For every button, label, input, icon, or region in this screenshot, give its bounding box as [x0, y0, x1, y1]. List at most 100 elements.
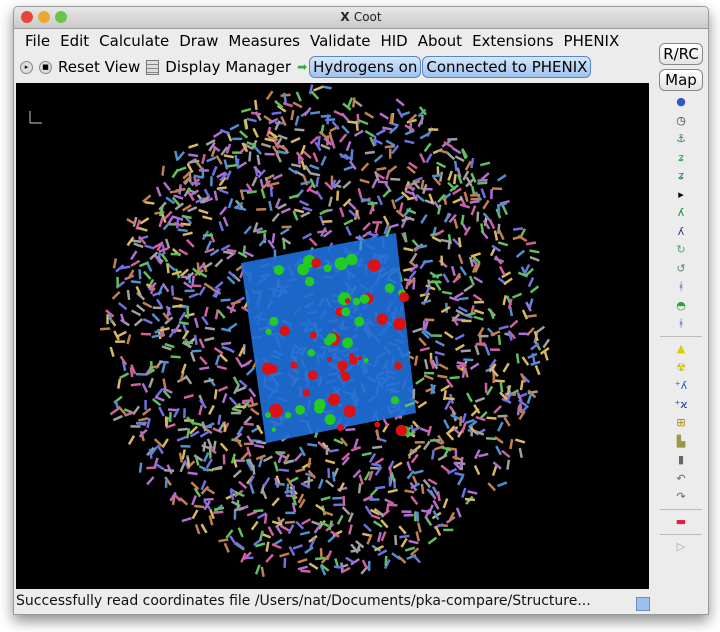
close-button[interactable] — [21, 11, 33, 23]
minimize-button[interactable] — [38, 11, 50, 23]
clock-icon[interactable]: ◷ — [676, 113, 686, 127]
bond — [487, 482, 496, 492]
radiation-icon[interactable]: ☢ — [676, 360, 686, 374]
stop-icon[interactable]: ■ — [39, 60, 52, 74]
menu-measures[interactable]: Measures — [228, 32, 300, 50]
torsion-icon[interactable]: ↺ — [676, 261, 686, 275]
bond — [497, 481, 508, 488]
molecule-view[interactable] — [16, 83, 649, 589]
redo-icon[interactable]: ↷ — [676, 490, 686, 503]
trash-icon[interactable]: ▮ — [677, 453, 685, 466]
bond — [142, 194, 152, 203]
bond — [226, 275, 236, 285]
phenix-status-button[interactable]: Connected to PHENIX — [422, 56, 592, 78]
bond — [137, 226, 148, 232]
bond — [358, 474, 364, 485]
bond — [225, 529, 234, 539]
bond — [198, 208, 209, 215]
bond — [491, 244, 502, 253]
bond — [143, 270, 152, 280]
bond — [461, 412, 467, 424]
bond — [253, 509, 264, 513]
bond — [142, 301, 153, 309]
bond — [160, 326, 165, 338]
rrc-button[interactable]: R/RC — [659, 43, 703, 65]
stamp-icon[interactable]: ▙ — [676, 434, 686, 448]
bond — [276, 203, 287, 210]
rigid-body-icon[interactable]: ʑ — [678, 150, 684, 164]
undo-icon[interactable]: ↶ — [676, 471, 686, 485]
bond — [527, 352, 538, 359]
bond — [146, 476, 155, 486]
box-plus-icon[interactable]: ⊞ — [676, 416, 686, 429]
flag-icon[interactable]: ▬ — [675, 515, 687, 528]
add-atom-icon[interactable]: ⁺ʎ — [674, 379, 688, 392]
side-chain-icon[interactable]: ◓ — [676, 298, 686, 312]
bond — [238, 379, 248, 388]
menu-calculate[interactable]: Calculate — [99, 32, 170, 50]
bond — [410, 495, 419, 506]
bond — [364, 129, 375, 138]
bond — [230, 453, 237, 464]
bond — [502, 362, 510, 373]
bond — [317, 440, 327, 450]
bond — [178, 184, 182, 195]
bond — [245, 367, 255, 376]
map-button[interactable]: Map — [659, 69, 703, 91]
bond — [234, 491, 245, 498]
menu-extensions[interactable]: Extensions — [472, 32, 554, 50]
molecule-graphics-canvas[interactable] — [16, 83, 649, 589]
bond — [373, 154, 384, 163]
anchor-icon[interactable]: ⚓ — [676, 132, 686, 145]
bond — [453, 160, 458, 171]
delete-atom-icon[interactable]: ⁺ϰ — [674, 397, 688, 411]
expand-arrow-icon[interactable]: ▸ — [678, 187, 684, 201]
bond — [525, 301, 532, 312]
bond — [348, 209, 358, 218]
bond — [225, 143, 232, 154]
bond — [370, 514, 381, 520]
bond — [502, 294, 507, 306]
zoom-button[interactable] — [55, 11, 67, 23]
menu-phenix[interactable]: PHENIX — [563, 32, 620, 50]
rotamer-icon[interactable]: ↻ — [676, 243, 686, 256]
bond — [391, 144, 400, 155]
bond — [279, 227, 290, 236]
add-residue-icon[interactable]: ʎ — [677, 206, 685, 219]
rotate-icon[interactable]: ▸ — [20, 60, 33, 74]
bond — [413, 469, 424, 475]
menu-file[interactable]: File — [25, 32, 51, 50]
bond — [274, 198, 281, 209]
bond — [328, 196, 333, 207]
bond — [154, 395, 165, 402]
bond — [201, 421, 207, 432]
menu-validate[interactable]: Validate — [310, 32, 371, 50]
bond — [295, 91, 302, 102]
play-icon[interactable]: ▷ — [676, 540, 686, 553]
add-water-icon[interactable]: ▲ — [676, 342, 686, 355]
bond — [319, 215, 325, 226]
bond — [452, 455, 463, 461]
bond — [226, 251, 236, 260]
bond — [136, 421, 147, 425]
bond — [223, 159, 229, 170]
bond — [418, 337, 427, 347]
status-bar: Successfully read coordinates file /User… — [16, 593, 591, 609]
bond — [473, 315, 484, 321]
menu-about[interactable]: About — [417, 32, 463, 50]
menu-draw[interactable]: Draw — [179, 32, 219, 50]
flip-peptide-icon[interactable]: ᚼ — [677, 280, 685, 293]
display-manager-button[interactable]: Display Manager — [165, 58, 292, 76]
mutate-icon[interactable]: ʎ — [677, 224, 685, 238]
menu-hid[interactable]: HID — [380, 32, 408, 50]
bond — [506, 459, 511, 470]
hydrogens-toggle[interactable]: Hydrogens on — [309, 56, 422, 78]
menu-edit[interactable]: Edit — [60, 32, 90, 50]
bond — [216, 365, 227, 371]
regularize-icon[interactable]: ʑ — [678, 169, 684, 182]
bond — [525, 267, 535, 277]
cis-trans-icon[interactable]: ᚼ — [677, 317, 685, 330]
refine-sphere-icon[interactable]: ● — [676, 95, 686, 108]
bond — [317, 135, 321, 146]
reset-view-button[interactable]: Reset View — [58, 58, 141, 76]
